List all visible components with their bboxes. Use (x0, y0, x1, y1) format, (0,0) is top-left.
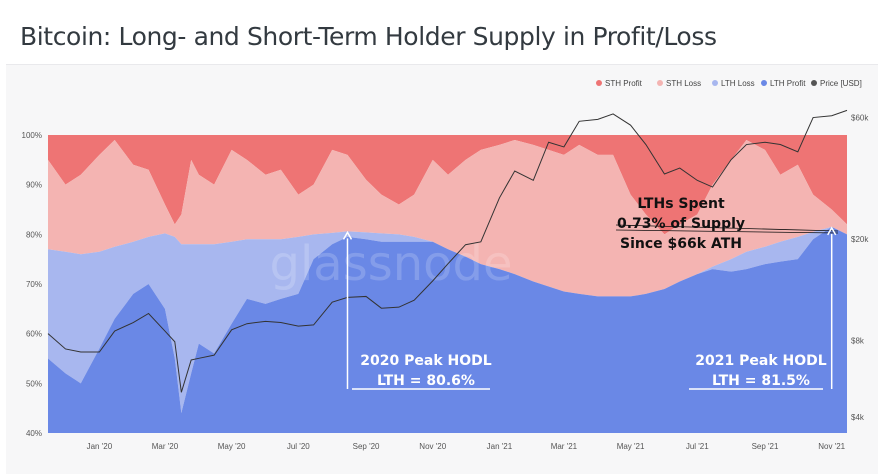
x-tick-label: May '21 (617, 442, 645, 451)
chart-title: Bitcoin: Long- and Short-Term Holder Sup… (20, 22, 717, 51)
annotation-lths-spent-line: 0.73% of Supply (617, 216, 745, 232)
chart-svg: STH Profit STH Loss LTH Loss LTH Profit Pric… (22, 79, 870, 451)
lth-profit-area (48, 226, 847, 433)
annotation-lths-spent-line: LTHs Spent (637, 196, 725, 212)
annotations: LTHs Spent 0.73% of Supply Since $66k ATH 2… (342, 196, 839, 390)
legend-swatch (657, 80, 663, 86)
legend-swatch (712, 80, 718, 86)
annotation-lths-spent-line: Since $66k ATH (620, 236, 742, 252)
sth-profit-area (48, 135, 847, 235)
legend-label: LTH Profit (770, 79, 806, 88)
legend-swatch (596, 80, 602, 86)
legend-swatch (811, 80, 817, 86)
axes: 100% 90% 80% 70% 60% 50% 40% $60k $20k $8k $4k Jan … (22, 114, 870, 451)
legend: STH Profit STH Loss LTH Loss LTH Profit Pric… (596, 79, 862, 88)
price-line (47, 109, 848, 393)
x-tick-label: Mar '21 (551, 442, 578, 451)
x-tick-label: Nov '21 (818, 442, 845, 451)
y-right-tick-label: $60k (851, 114, 869, 123)
peak-arrow-head (342, 230, 353, 240)
y-left-tick-label: 60% (26, 330, 42, 339)
y-left-tick-label: 70% (26, 280, 42, 289)
legend-label: STH Profit (605, 79, 643, 88)
y-left-tick-label: 50% (26, 379, 42, 388)
y-left-tick-label: 80% (26, 230, 42, 239)
chart-panel: STH Profit STH Loss LTH Loss LTH Profit Pric… (6, 64, 878, 474)
y-right-tick-label: $8k (851, 336, 865, 345)
watermark: glassnode (269, 236, 512, 292)
legend-label: LTH Loss (721, 79, 755, 88)
peak-annotation-line: LTH = 81.5% (712, 373, 810, 389)
plot-area: glassnode (47, 109, 848, 433)
peak-annotation-line: 2020 Peak HODL (360, 353, 491, 369)
x-tick-label: Sep '20 (353, 442, 380, 451)
y-right-tick-label: $4k (851, 413, 865, 422)
peak-annotation-line: 2021 Peak HODL (695, 353, 826, 369)
legend-label: Price [USD] (820, 79, 862, 88)
y-left-tick-label: 90% (26, 181, 42, 190)
x-tick-label: Sep '21 (752, 442, 779, 451)
y-right-tick-label: $20k (851, 235, 869, 244)
x-tick-label: Jan '20 (87, 442, 113, 451)
x-tick-label: May '20 (218, 442, 246, 451)
annotation-pointer-line (615, 229, 839, 234)
legend-swatch (761, 80, 767, 86)
x-tick-label: Jan '21 (487, 442, 513, 451)
y-left-tick-label: 40% (26, 429, 42, 438)
y-left-tick-label: 100% (22, 131, 42, 140)
x-tick-label: Jul '21 (686, 442, 709, 451)
lth-loss-area (48, 226, 847, 414)
peak-arrow-head (827, 226, 837, 236)
annotation-pointer-line (615, 224, 839, 232)
x-tick-label: Jul '20 (287, 442, 310, 451)
x-tick-label: Mar '20 (152, 442, 179, 451)
legend-label: STH Loss (666, 79, 701, 88)
peak-annotation-line: LTH = 80.6% (377, 373, 475, 389)
sth-loss-area (48, 139, 847, 297)
x-tick-label: Nov '20 (419, 442, 446, 451)
